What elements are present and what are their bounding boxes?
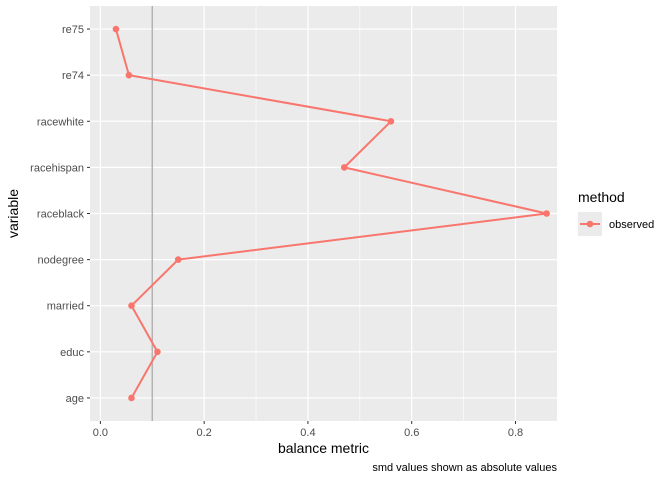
data-point-racewhite xyxy=(387,117,395,125)
y-axis-ticks: age educ married nodegree raceblack racehispa… xyxy=(30,24,90,405)
data-point-age xyxy=(128,394,135,402)
x-tick-label: 0.8 xyxy=(508,427,523,439)
data-point-married xyxy=(128,302,135,310)
y-tick-label-educ: educ xyxy=(60,347,84,359)
chart-caption: smd values shown as absolute values xyxy=(372,462,557,474)
data-point-raceblack xyxy=(543,210,550,217)
y-tick-label-racewhite: racewhite xyxy=(37,116,84,128)
legend-label-observed: observed xyxy=(609,219,654,231)
x-axis-ticks: 0.0 0.2 0.4 0.6 0.8 xyxy=(93,421,523,439)
legend-key-point xyxy=(586,220,594,228)
x-axis-title: balance metric xyxy=(278,440,369,456)
x-tick-label: 0.4 xyxy=(300,427,315,439)
x-tick-label: 0.6 xyxy=(404,427,419,439)
series-layer xyxy=(112,25,550,402)
major-grid xyxy=(90,6,557,421)
y-tick-label-re74: re74 xyxy=(62,70,84,82)
y-tick-label-racehispan: racehispan xyxy=(30,162,84,174)
y-tick-label-re75: re75 xyxy=(62,24,84,36)
y-tick-label-married: married xyxy=(47,301,84,313)
data-point-re75 xyxy=(112,25,120,33)
legend: method observed xyxy=(578,189,654,236)
data-point-racehispan xyxy=(340,164,348,171)
y-axis-title: variable xyxy=(5,189,21,238)
data-point-educ xyxy=(154,348,161,356)
y-tick-label-nodegree: nodegree xyxy=(38,255,85,267)
x-tick-label: 0.2 xyxy=(197,427,212,439)
legend-title: method xyxy=(578,189,625,205)
x-tick-label: 0.0 xyxy=(93,427,108,439)
y-tick-label-age: age xyxy=(66,393,84,405)
y-tick-label-raceblack: raceblack xyxy=(37,209,85,221)
data-point-re74 xyxy=(125,71,133,79)
data-point-nodegree xyxy=(174,256,182,263)
